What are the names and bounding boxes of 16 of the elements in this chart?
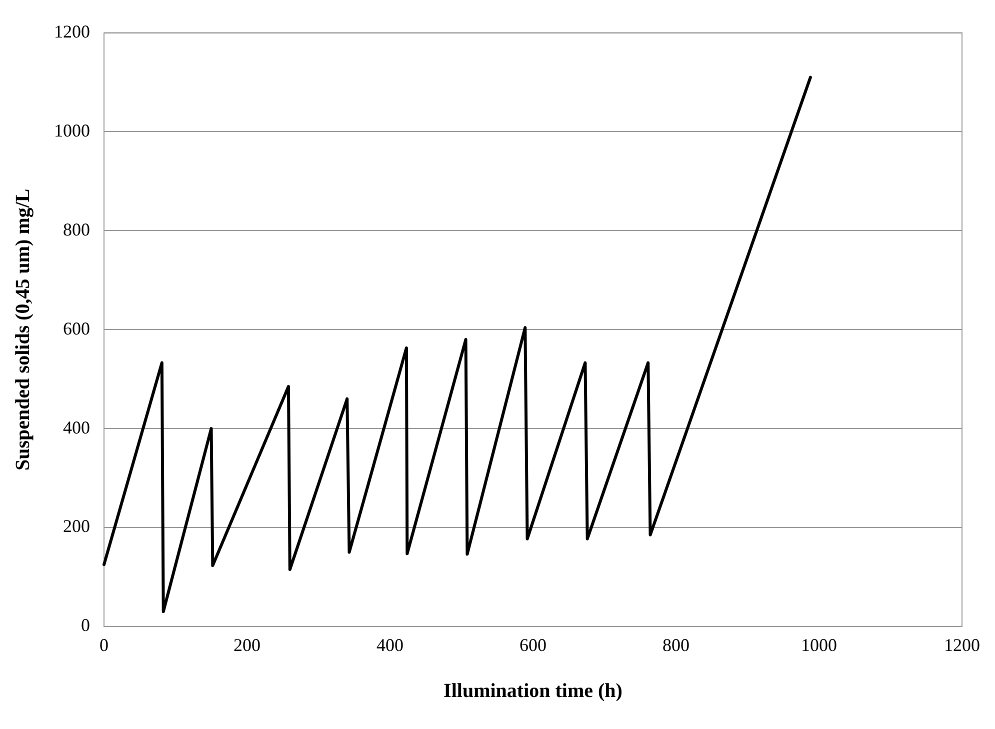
y-tick-label: 1000 [54,120,90,140]
y-axis-title: Suspended solids (0,45 um) mg/L [12,188,34,470]
x-axis-title: Illumination time (h) [444,680,622,702]
x-tick-label: 1200 [944,634,980,655]
y-tick-label: 600 [63,318,90,338]
x-tick-label: 800 [662,634,690,655]
x-tick-label: 200 [234,634,260,655]
y-tick-label: 800 [63,219,90,240]
x-tick-label: 600 [520,634,546,655]
x-tick-label: 0 [100,634,108,655]
y-tick-label: 1200 [54,22,90,42]
y-tick-label: 200 [63,516,90,536]
x-tick-label: 400 [376,634,404,655]
y-tick-label: 400 [63,417,90,438]
y-tick-label: 0 [81,615,90,636]
x-tick-label: 1000 [801,634,837,655]
